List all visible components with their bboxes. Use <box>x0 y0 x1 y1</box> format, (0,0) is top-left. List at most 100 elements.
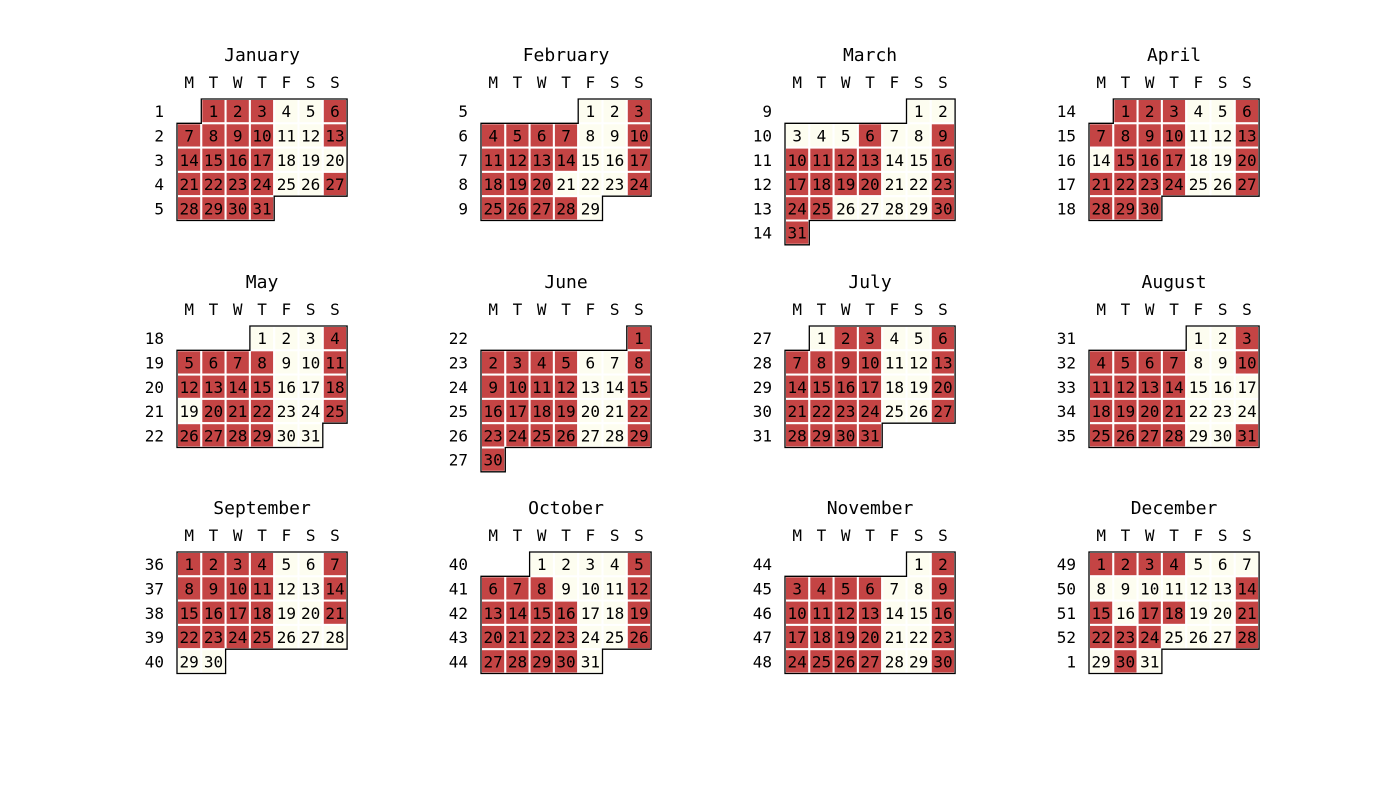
day-number: 20 <box>1237 151 1256 170</box>
day-number: 15 <box>1116 151 1135 170</box>
day-cell-highlighted <box>248 397 276 425</box>
day-number: 13 <box>532 151 551 170</box>
weekday-label: W <box>1145 300 1155 319</box>
day-number: 29 <box>812 426 831 445</box>
day-number: 7 <box>890 579 900 598</box>
weekday-label: W <box>841 526 851 545</box>
day-number: 9 <box>561 579 571 598</box>
week-number: 40 <box>145 652 164 671</box>
day-number: 15 <box>252 378 271 397</box>
day-number: 8 <box>257 353 267 372</box>
month-outline <box>1088 325 1260 449</box>
day-number: 28 <box>1237 628 1256 647</box>
day-number: 7 <box>792 353 802 372</box>
day-number: 17 <box>1237 378 1256 397</box>
day-number: 30 <box>556 652 575 671</box>
day-number: 18 <box>325 378 344 397</box>
day-number: 9 <box>610 126 620 145</box>
day-cell <box>577 648 604 675</box>
day-number: 11 <box>277 126 296 145</box>
day-number: 22 <box>812 402 831 421</box>
day-number: 16 <box>836 378 855 397</box>
day-number: 20 <box>1140 402 1159 421</box>
day-number: 28 <box>228 426 247 445</box>
day-number: 31 <box>1140 652 1159 671</box>
day-number: 19 <box>1116 402 1135 421</box>
week-number: 25 <box>449 402 468 421</box>
day-number: 8 <box>537 579 547 598</box>
week-number: 23 <box>449 353 468 372</box>
week-number: 21 <box>145 402 164 421</box>
day-number: 21 <box>605 402 624 421</box>
day-number: 13 <box>860 151 879 170</box>
day-number: 7 <box>330 555 340 574</box>
weekday-label: S <box>610 300 620 319</box>
month-title: April <box>1147 45 1201 66</box>
day-number: 24 <box>581 628 600 647</box>
week-number: 46 <box>753 604 772 623</box>
day-cell-highlighted <box>856 422 884 449</box>
day-number: 22 <box>204 175 223 194</box>
month-title: September <box>213 498 311 519</box>
day-number: 30 <box>1140 199 1159 218</box>
day-number: 9 <box>209 579 219 598</box>
day-number: 29 <box>581 199 600 218</box>
day-cell <box>1185 170 1212 198</box>
day-number: 19 <box>508 175 527 194</box>
day-cell-highlighted <box>1088 397 1115 425</box>
day-cell-highlighted <box>1160 397 1188 425</box>
day-cell <box>1209 122 1236 149</box>
day-number: 16 <box>277 378 296 397</box>
day-number: 22 <box>629 402 648 421</box>
day-number: 16 <box>933 151 952 170</box>
day-number: 8 <box>817 353 827 372</box>
weekday-label: S <box>1242 526 1252 545</box>
weekday-label: T <box>1169 526 1179 545</box>
weekday-label: F <box>890 526 900 545</box>
week-number: 4 <box>154 175 164 194</box>
month-outline <box>1088 98 1260 222</box>
day-number: 13 <box>933 353 952 372</box>
month-title: February <box>523 45 610 66</box>
day-number: 12 <box>180 378 199 397</box>
day-cell-highlighted <box>528 195 555 222</box>
day-number: 18 <box>1092 402 1111 421</box>
day-number: 11 <box>252 579 271 598</box>
day-number: 2 <box>488 353 498 372</box>
day-cell <box>273 623 300 651</box>
day-number: 12 <box>277 579 296 598</box>
day-number: 6 <box>938 329 948 348</box>
day-number: 12 <box>1213 126 1232 145</box>
day-number: 30 <box>228 199 247 218</box>
day-number: 16 <box>933 604 952 623</box>
day-number: 6 <box>586 353 596 372</box>
day-number: 9 <box>938 579 948 598</box>
day-cell <box>601 551 628 578</box>
day-number: 20 <box>860 175 879 194</box>
weekday-label: S <box>914 526 924 545</box>
week-number: 18 <box>1057 199 1076 218</box>
month-outline <box>784 551 956 675</box>
day-number: 5 <box>184 353 194 372</box>
day-number: 2 <box>233 102 243 121</box>
day-number: 20 <box>484 628 503 647</box>
day-number: 24 <box>1140 628 1159 647</box>
day-number: 11 <box>484 151 503 170</box>
weekday-label: W <box>537 526 547 545</box>
day-number: 21 <box>325 604 344 623</box>
day-number: 18 <box>812 175 831 194</box>
day-cell-highlighted <box>248 122 276 149</box>
day-cell <box>297 146 324 173</box>
day-number: 2 <box>282 329 292 348</box>
week-number: 11 <box>753 151 772 170</box>
day-number: 25 <box>252 628 271 647</box>
day-number: 14 <box>180 151 199 170</box>
day-number: 20 <box>532 175 551 194</box>
day-cell-highlighted <box>1136 599 1163 626</box>
day-number: 7 <box>610 353 620 372</box>
weekday-label: M <box>792 73 802 92</box>
day-number: 5 <box>1121 353 1131 372</box>
day-number: 25 <box>325 402 344 421</box>
